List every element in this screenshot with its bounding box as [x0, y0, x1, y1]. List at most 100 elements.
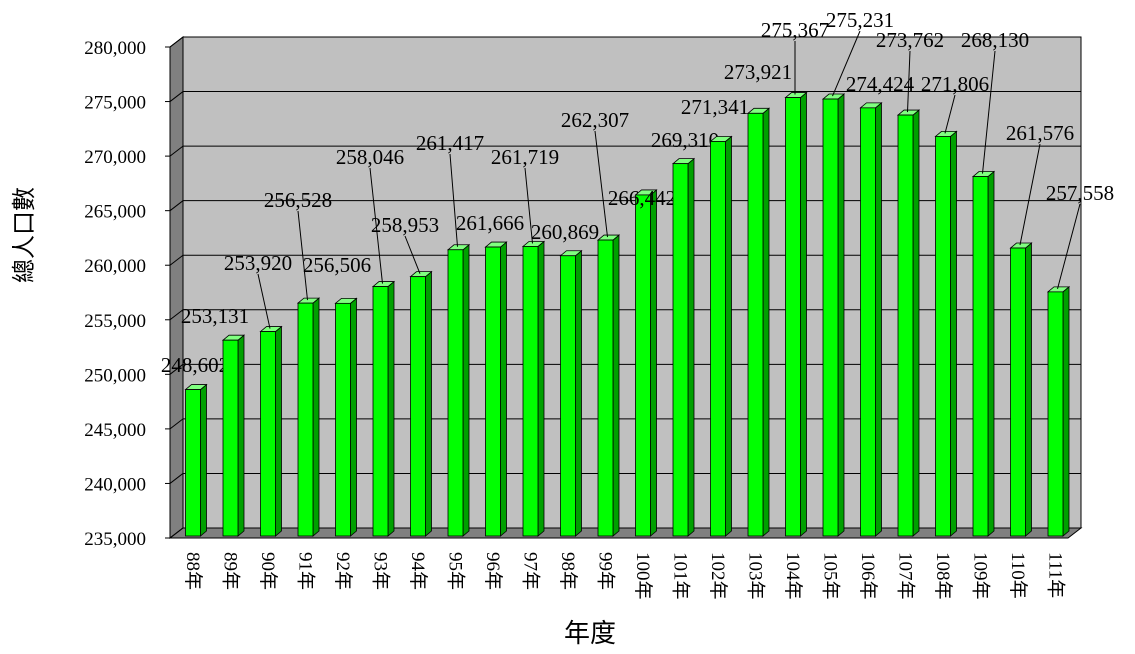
y-axis-label: 總人口數: [11, 187, 38, 283]
bar: [297, 302, 314, 537]
x-tick-label: 105年: [820, 552, 842, 600]
grid-side: [169, 363, 184, 375]
leader-line: [907, 50, 911, 113]
x-tick-label: 95年: [445, 552, 467, 590]
bar: [560, 255, 576, 537]
bar: [972, 176, 989, 537]
grid-side: [169, 418, 184, 430]
value-label: 275,231: [826, 8, 894, 32]
bar-side: [575, 249, 582, 537]
x-tick-label: 98年: [557, 552, 579, 590]
x-axis-label: 年度: [564, 619, 616, 648]
bar-side: [387, 280, 395, 537]
y-tick-label: 250,000: [84, 365, 146, 386]
bar: [335, 302, 351, 537]
value-label: 258,046: [336, 145, 404, 169]
y-tick-label: 275,000: [84, 93, 146, 114]
y-tick-label: 255,000: [84, 311, 146, 332]
bar: [935, 136, 951, 537]
value-label: 253,920: [224, 251, 292, 275]
value-label: 268,130: [961, 28, 1029, 52]
leader-line: [524, 167, 533, 244]
bar-side: [200, 383, 207, 537]
leader-line: [982, 50, 996, 174]
bar-side: [537, 240, 545, 537]
bar: [372, 286, 389, 537]
bar-side: [987, 170, 995, 537]
bar: [485, 246, 501, 537]
bar-side: [1025, 242, 1032, 537]
grid-side: [169, 527, 184, 539]
bar-side: [875, 101, 882, 537]
x-tick-label: 91年: [295, 552, 317, 590]
x-tick-label: 106年: [857, 552, 879, 600]
leader-line: [1019, 143, 1041, 246]
x-tick-label: 104年: [782, 552, 804, 600]
bar: [860, 107, 876, 537]
bar: [635, 194, 651, 537]
bar-side: [912, 109, 920, 537]
bar: [710, 141, 726, 537]
bar: [522, 246, 539, 537]
bar: [822, 98, 839, 537]
value-label: 273,762: [876, 28, 944, 52]
value-label: 257,558: [1046, 181, 1114, 205]
grid-side: [169, 254, 184, 266]
y-tick-label: 240,000: [84, 474, 146, 495]
value-label: 261,417: [416, 131, 484, 155]
value-label: 256,506: [303, 253, 371, 277]
leader-line: [1057, 203, 1081, 289]
value-label: 275,367: [761, 18, 829, 42]
x-tick-label: 97年: [520, 552, 542, 590]
y-tick-label: 265,000: [84, 202, 146, 223]
x-tick-label: 102年: [707, 552, 729, 600]
y-tick-label: 245,000: [84, 420, 146, 441]
x-tick-label: 93年: [370, 552, 392, 590]
bar-side: [950, 130, 957, 537]
value-label: 274,424: [846, 72, 915, 96]
leader-line: [594, 130, 608, 238]
bar-side: [350, 297, 357, 537]
bar: [597, 239, 614, 537]
grid-side: [169, 91, 184, 102]
value-label: 260,869: [531, 220, 599, 244]
bar: [897, 114, 914, 537]
bar-side: [837, 93, 845, 537]
x-tick-label: 90年: [257, 552, 279, 590]
leader-line: [297, 210, 308, 301]
bar-side: [762, 107, 770, 537]
value-label: 261,576: [1006, 121, 1074, 145]
bar: [447, 249, 464, 537]
bar-side: [612, 234, 620, 537]
value-label: 253,131: [181, 304, 249, 328]
grid-side: [169, 200, 184, 212]
value-label: 271,806: [921, 72, 989, 96]
bar: [672, 163, 689, 537]
x-tick-label: 103年: [745, 552, 767, 600]
bar-side: [725, 135, 732, 537]
bar-side: [312, 297, 320, 537]
bar: [410, 276, 426, 537]
leader-line: [832, 30, 861, 97]
value-label: 266,442: [608, 186, 676, 210]
grid-side: [169, 36, 184, 48]
value-label: 273,921: [724, 60, 792, 84]
leader-line: [257, 273, 271, 329]
leader-line: [404, 235, 421, 274]
bar-side: [1062, 286, 1070, 537]
x-tick-label: 101年: [670, 552, 692, 600]
x-tick-label: 89年: [220, 552, 242, 590]
value-label: 271,341: [681, 95, 749, 119]
y-tick-label: 260,000: [84, 256, 146, 277]
x-tick-label: 107年: [895, 552, 917, 600]
x-tick-label: 108年: [932, 552, 954, 600]
x-tick-label: 110年: [1007, 552, 1029, 599]
bar-side: [800, 91, 807, 537]
leader-line: [449, 153, 458, 247]
bar: [260, 331, 276, 537]
x-tick-label: 96年: [482, 552, 504, 590]
grid-side: [169, 145, 184, 157]
bar-side: [500, 241, 507, 537]
x-tick-label: 99年: [595, 552, 617, 590]
